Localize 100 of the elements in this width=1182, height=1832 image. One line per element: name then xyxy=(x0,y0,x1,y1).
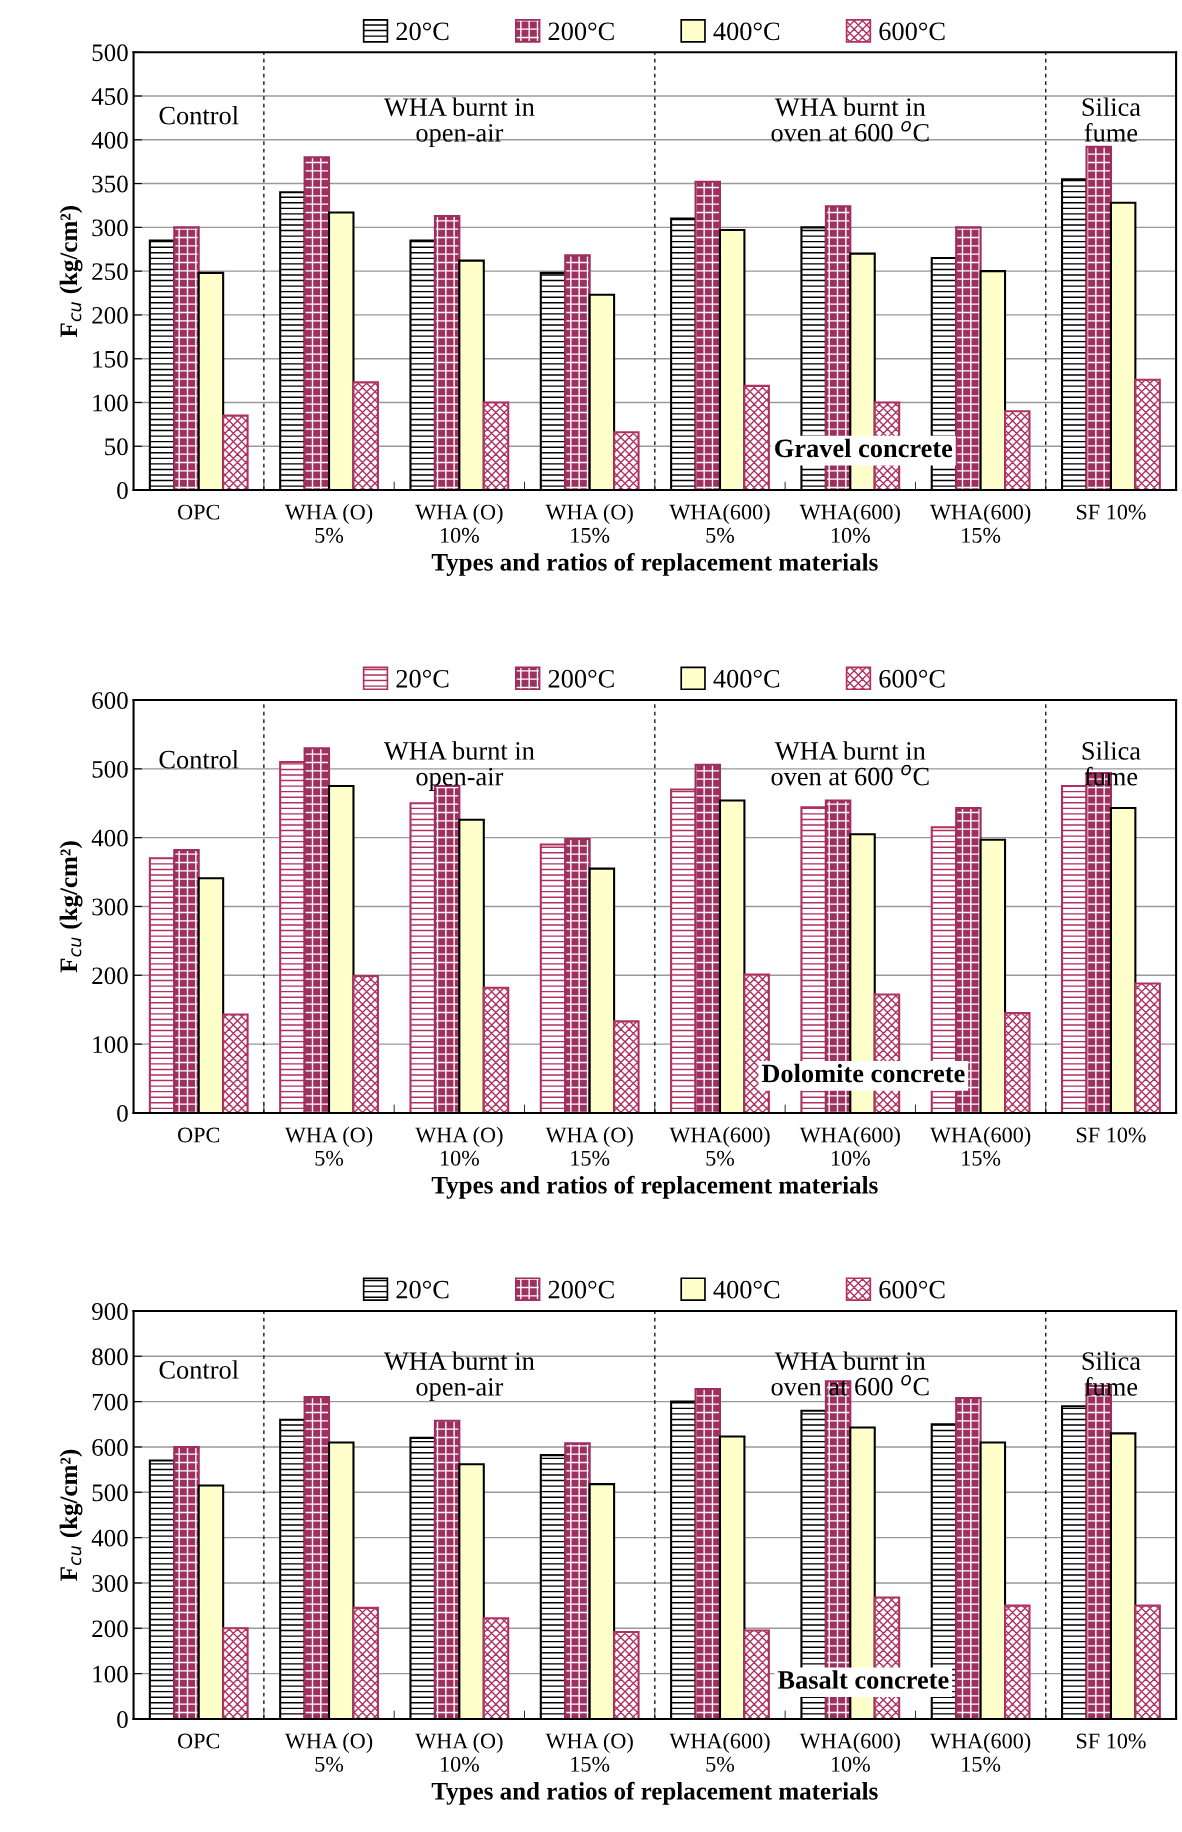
bar xyxy=(539,843,567,1113)
y-tick-label: 100 xyxy=(93,1036,128,1054)
x-tick-label: WHA(600) 10% xyxy=(799,1732,900,1772)
legend-label: 200°C xyxy=(548,1280,614,1299)
bar xyxy=(743,1629,770,1719)
bar xyxy=(173,226,200,491)
y-tick-label: 300 xyxy=(92,219,128,237)
y-tick-label: 50 xyxy=(105,438,128,456)
bar xyxy=(482,401,510,491)
x-tick-label: WHA (O) 5% xyxy=(284,1126,373,1166)
bar xyxy=(222,1013,249,1113)
bar xyxy=(279,760,306,1113)
y-tick-label: 400 xyxy=(91,1529,128,1547)
bar xyxy=(613,1630,640,1719)
x-axis-title: Types and ratios of replacement materials xyxy=(431,552,878,576)
y-axis-title: F$_{cu}$ (kg/cm²) xyxy=(59,841,83,973)
y-tick-label: 200 xyxy=(92,967,128,985)
x-tick-label: SF 10% xyxy=(1076,1733,1146,1749)
legend-label: 200°C xyxy=(548,669,614,688)
bar xyxy=(173,849,200,1113)
y-tick-label: 400 xyxy=(91,131,128,149)
y-tick-label: 300 xyxy=(92,898,128,916)
bar xyxy=(433,1419,461,1719)
x-tick-label: OPC xyxy=(178,1127,220,1143)
bar xyxy=(222,1627,249,1719)
bar xyxy=(1061,784,1088,1113)
x-tick-label: OPC xyxy=(178,1733,220,1749)
y-tick-label: 500 xyxy=(92,44,128,62)
bar xyxy=(303,1396,331,1719)
y-tick-label: 500 xyxy=(92,1484,128,1502)
y-tick-label: 150 xyxy=(93,350,128,368)
x-axis-title: Types and ratios of replacement materials xyxy=(431,1175,878,1199)
bar xyxy=(1134,982,1161,1113)
bar xyxy=(564,254,591,491)
x-tick-label: WHA (O) 10% xyxy=(415,1126,503,1166)
y-tick-label: 900 xyxy=(92,1303,128,1320)
y-tick-label: 100 xyxy=(93,1665,128,1683)
annotation: WHA burnt in oven at 600 $^{o}$C xyxy=(771,741,929,786)
y-tick-label: 450 xyxy=(91,88,128,105)
bar xyxy=(694,1387,722,1719)
bar xyxy=(694,180,722,491)
y-tick-label: 0 xyxy=(117,1711,128,1728)
x-tick-label: WHA (O) 15% xyxy=(545,1732,633,1772)
annotation: Silica fume xyxy=(1082,1351,1141,1396)
x-tick-label: WHA(600) 5% xyxy=(669,503,770,543)
bar xyxy=(1085,145,1112,491)
x-tick-label: WHA(600) 15% xyxy=(930,1126,1031,1166)
bar xyxy=(955,1396,982,1719)
y-tick-label: 300 xyxy=(92,1575,128,1592)
y-tick-label: 350 xyxy=(92,175,128,193)
y-tick-label: 700 xyxy=(92,1393,128,1411)
legend-label: 20°C xyxy=(396,22,449,41)
legend-label: 200°C xyxy=(548,22,614,41)
annotation: WHA burnt in open-air xyxy=(383,97,535,148)
annotation: Control xyxy=(159,105,239,125)
bar xyxy=(352,1606,379,1719)
x-tick-label: WHA (O) 15% xyxy=(545,503,633,543)
legend-label: 400°C xyxy=(713,669,780,688)
y-tick-label: 0 xyxy=(117,482,128,499)
y-tick-label: 600 xyxy=(92,1439,128,1456)
annotation: WHA burnt in open-air xyxy=(383,741,535,791)
bar xyxy=(482,1617,510,1719)
bar xyxy=(1134,1604,1161,1719)
y-axis-title: F$_{cu}$ (kg/cm²) xyxy=(59,206,83,338)
bar xyxy=(564,1442,591,1719)
bar xyxy=(1134,378,1161,491)
x-tick-label: WHA (O) 15% xyxy=(545,1126,633,1166)
x-tick-label: SF 10% xyxy=(1076,504,1146,520)
bar xyxy=(564,837,591,1113)
x-tick-label: WHA (O) 10% xyxy=(415,1732,503,1772)
y-tick-label: 200 xyxy=(92,306,128,324)
x-tick-label: OPC xyxy=(178,504,220,520)
bar xyxy=(743,384,770,491)
annotation: Gravel concrete xyxy=(775,438,953,458)
x-tick-label: WHA (O) 5% xyxy=(284,1732,373,1772)
annotation: Control xyxy=(159,749,239,769)
bar xyxy=(148,857,176,1113)
bar xyxy=(955,226,982,491)
y-axis-title: F$_{cu}$ (kg/cm²) xyxy=(59,1449,83,1581)
bar xyxy=(1004,410,1031,491)
bar xyxy=(433,214,461,491)
y-tick-label: 100 xyxy=(93,394,128,412)
annotation: Basalt concrete xyxy=(777,1670,949,1689)
bar xyxy=(303,156,331,491)
bar xyxy=(613,431,640,491)
annotation: WHA burnt in open-air xyxy=(383,1351,535,1402)
annotation: Control xyxy=(159,1360,239,1379)
x-tick-label: WHA(600) 10% xyxy=(799,1126,900,1166)
bar xyxy=(222,414,249,491)
bar xyxy=(352,381,379,491)
legend-label: 400°C xyxy=(713,22,780,41)
x-tick-label: WHA(600) 15% xyxy=(930,503,1031,543)
y-tick-label: 0 xyxy=(117,1104,128,1122)
legend-label: 20°C xyxy=(396,1280,449,1299)
y-tick-label: 250 xyxy=(92,263,128,281)
x-tick-label: WHA(600) 5% xyxy=(669,1732,770,1772)
legend-label: 600°C xyxy=(879,22,945,41)
legend-label: 600°C xyxy=(879,669,945,688)
y-tick-label: 400 xyxy=(91,829,128,847)
legend-label: 20°C xyxy=(396,669,449,688)
